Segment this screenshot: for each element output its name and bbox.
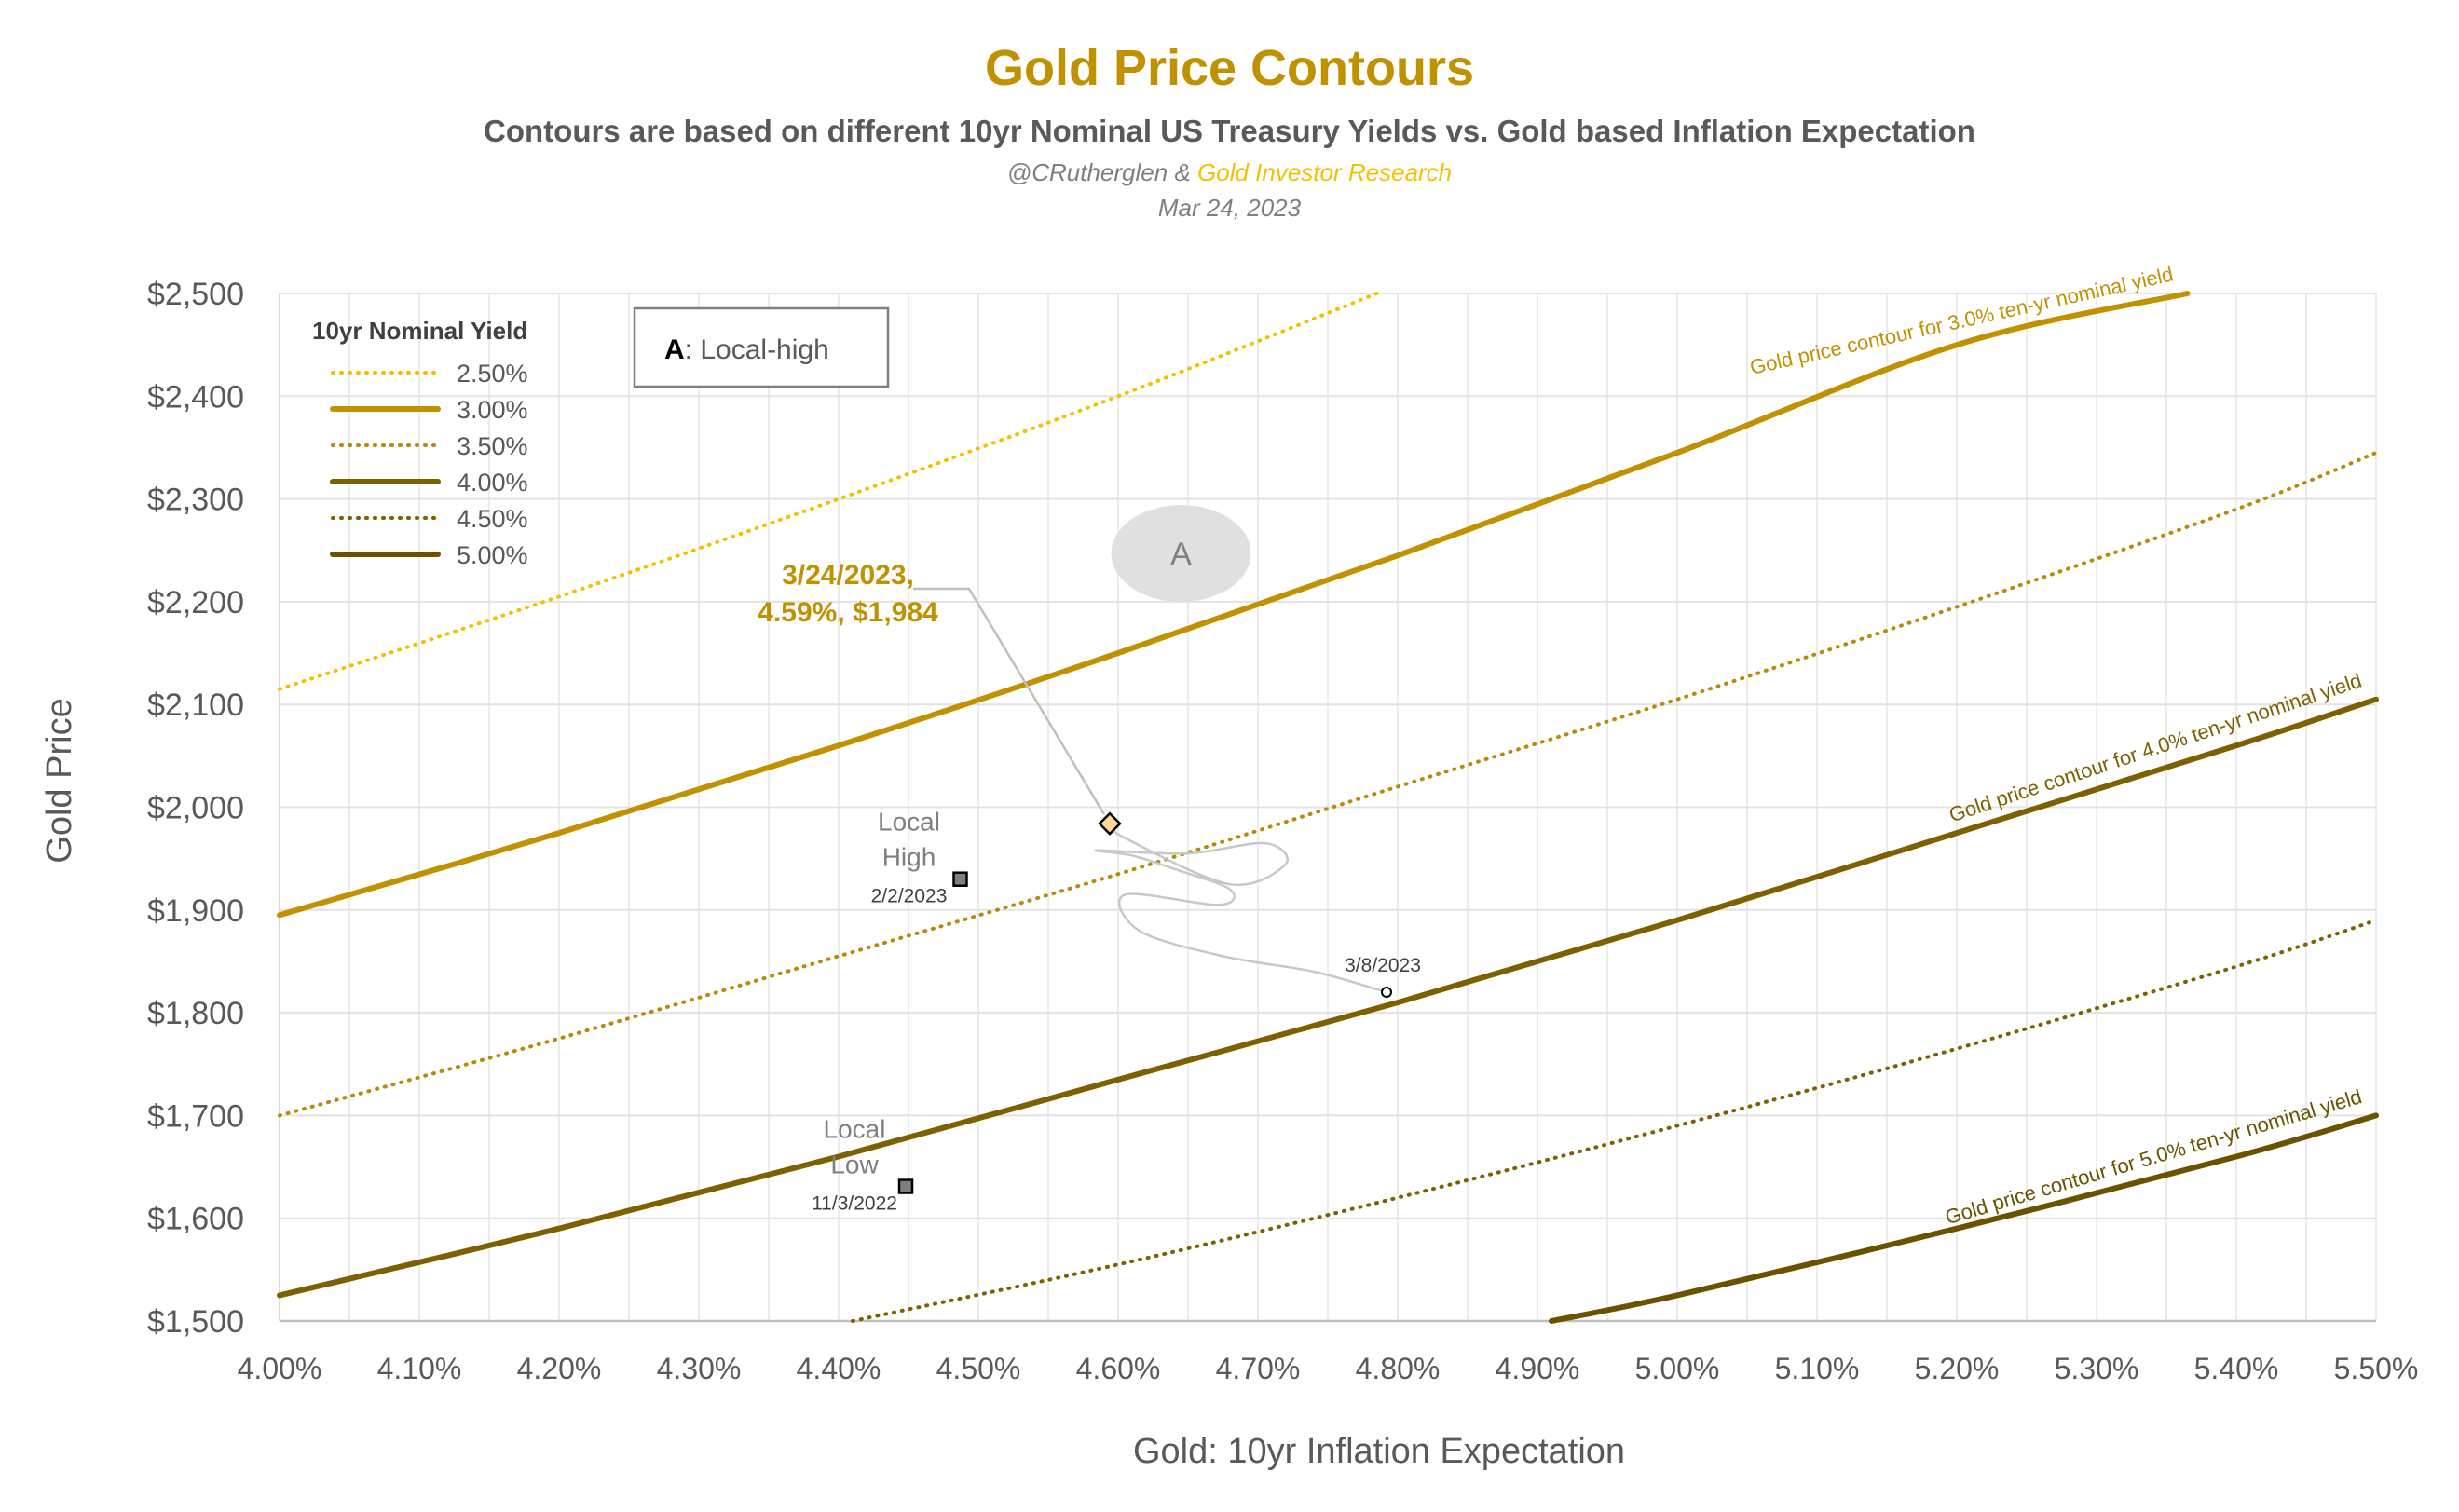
grid — [279, 293, 2377, 1323]
series-line-1 — [278, 292, 1379, 691]
local-high-label: High — [882, 843, 936, 872]
credit-handle: @CRutherglen — [1006, 158, 1168, 186]
series-lines — [277, 291, 2379, 1324]
credit-amp: & — [1168, 158, 1198, 186]
latest-point-label: 3/24/2023, — [782, 560, 914, 591]
data-points: 3/24/2023, 4.59%, $1,984 Local High 2/2/2023… — [758, 560, 1421, 1215]
local-high-date: 2/2/2023 — [871, 886, 948, 907]
annotation-box: A: Local-high — [633, 306, 890, 388]
y-tick-label: $1,700 — [147, 1098, 244, 1134]
x-tick-label: 5.50% — [2334, 1352, 2419, 1385]
y-tick-label: $2,200 — [147, 585, 244, 620]
x-tick-label: 4.00% — [238, 1352, 322, 1385]
annotation-box-label: Local-high — [700, 334, 828, 365]
local-low-label: Low — [830, 1151, 879, 1179]
y-tick-label: $2,100 — [147, 688, 244, 723]
x-tick-label: 4.40% — [797, 1352, 881, 1385]
x-tick-label: 4.90% — [1496, 1352, 1580, 1385]
annotation-box-text: A: Local-high — [664, 334, 829, 365]
x-tick-label: 5.30% — [2055, 1352, 2139, 1385]
legend: 10yr Nominal Yield 2.50% 3.00% 3.50% 4.00% 4.… — [312, 317, 528, 569]
x-axis-label: Gold: 10yr Inflation Expectation — [1133, 1432, 1625, 1471]
price-path — [1094, 823, 1387, 994]
y-tick-label: $2,000 — [147, 791, 244, 826]
local-low-marker — [897, 1178, 914, 1194]
legend-label-2: 3.00% — [457, 396, 528, 424]
x-axis-ticks: 4.00% 4.10% 4.20% 4.30% 4.40% 4.50% 4.60% 4.70%… — [238, 1352, 2419, 1385]
y-axis-label: Gold Price — [40, 698, 79, 863]
local-low-date: 11/3/2022 — [812, 1193, 897, 1215]
mid-point-date: 3/8/2023 — [1345, 955, 1421, 976]
legend-label-3: 3.50% — [457, 432, 528, 460]
legend-label-1: 2.50% — [457, 360, 528, 388]
contour-label-2: Gold price contour for 4.0% ten-yr nomin… — [1947, 669, 2365, 827]
y-tick-label: $2,500 — [147, 277, 244, 312]
credit-brand: Gold Investor Research — [1197, 158, 1453, 186]
x-tick-label: 4.50% — [936, 1352, 1021, 1385]
legend-label-5: 4.50% — [457, 505, 528, 533]
x-tick-label: 4.20% — [517, 1352, 602, 1385]
annotation-box-letter: A — [664, 334, 685, 365]
series-line-4 — [277, 696, 2379, 1299]
y-tick-label: $2,400 — [147, 379, 244, 415]
y-tick-label: $1,500 — [147, 1304, 244, 1340]
legend-title: 10yr Nominal Yield — [312, 317, 527, 345]
chart-subtitle: Contours are based on different 10yr Nom… — [484, 114, 1975, 148]
series-line-5 — [851, 918, 2378, 1323]
x-tick-label: 5.40% — [2194, 1352, 2279, 1385]
chart-title: Gold Price Contours — [984, 40, 1475, 96]
x-tick-label: 5.20% — [1915, 1352, 2000, 1385]
x-tick-label: 4.70% — [1216, 1352, 1301, 1385]
price-path-line — [1094, 823, 1387, 994]
contour-labels: Gold price contour for 3.0% ten-yr nomin… — [1748, 262, 2365, 1229]
x-tick-label: 5.10% — [1775, 1352, 1860, 1385]
local-low-label: Local — [824, 1115, 886, 1144]
latest-callout-line — [913, 587, 1106, 815]
contour-label-1: Gold price contour for 3.0% ten-yr nomin… — [1748, 262, 2176, 378]
annotation-box-frame — [633, 306, 890, 388]
chart-date: Mar 24, 2023 — [1157, 194, 1302, 222]
x-tick-label: 5.00% — [1635, 1352, 1720, 1385]
x-tick-label: 4.80% — [1356, 1352, 1441, 1385]
latest-point-label: 4.59%, $1,984 — [758, 597, 938, 628]
mid-point-marker — [1381, 987, 1392, 999]
annotation-box-separator: : — [685, 334, 701, 365]
y-tick-label: $2,300 — [147, 483, 244, 518]
latest-point-marker — [1098, 811, 1122, 836]
series-line-2 — [277, 291, 2191, 919]
contour-label-3: Gold price contour for 5.0% ten-yr nomin… — [1943, 1084, 2365, 1229]
series-line-3 — [278, 451, 2378, 1118]
local-high-marker — [952, 871, 968, 887]
series-line-6 — [1549, 1112, 2379, 1324]
y-axis-ticks: $1,500 $1,600 $1,700 $1,800 $1,900 $2,000 $2,1… — [147, 277, 244, 1340]
x-tick-label: 4.30% — [657, 1352, 742, 1385]
local-high-label: Local — [878, 808, 940, 837]
chart-credit: @CRutherglen & Gold Investor Research — [0, 158, 2459, 187]
annotation-a-marker: A — [1111, 505, 1251, 603]
legend-label-4: 4.00% — [457, 469, 528, 497]
x-tick-label: 4.60% — [1076, 1352, 1161, 1385]
y-tick-label: $1,800 — [147, 996, 244, 1031]
x-tick-label: 4.10% — [377, 1352, 462, 1385]
annotation-ellipse-letter: A — [1170, 537, 1192, 572]
y-tick-label: $1,600 — [147, 1202, 244, 1237]
y-tick-label: $1,900 — [147, 893, 244, 929]
legend-label-6: 5.00% — [457, 541, 528, 569]
annotation-ellipse — [1111, 505, 1251, 603]
